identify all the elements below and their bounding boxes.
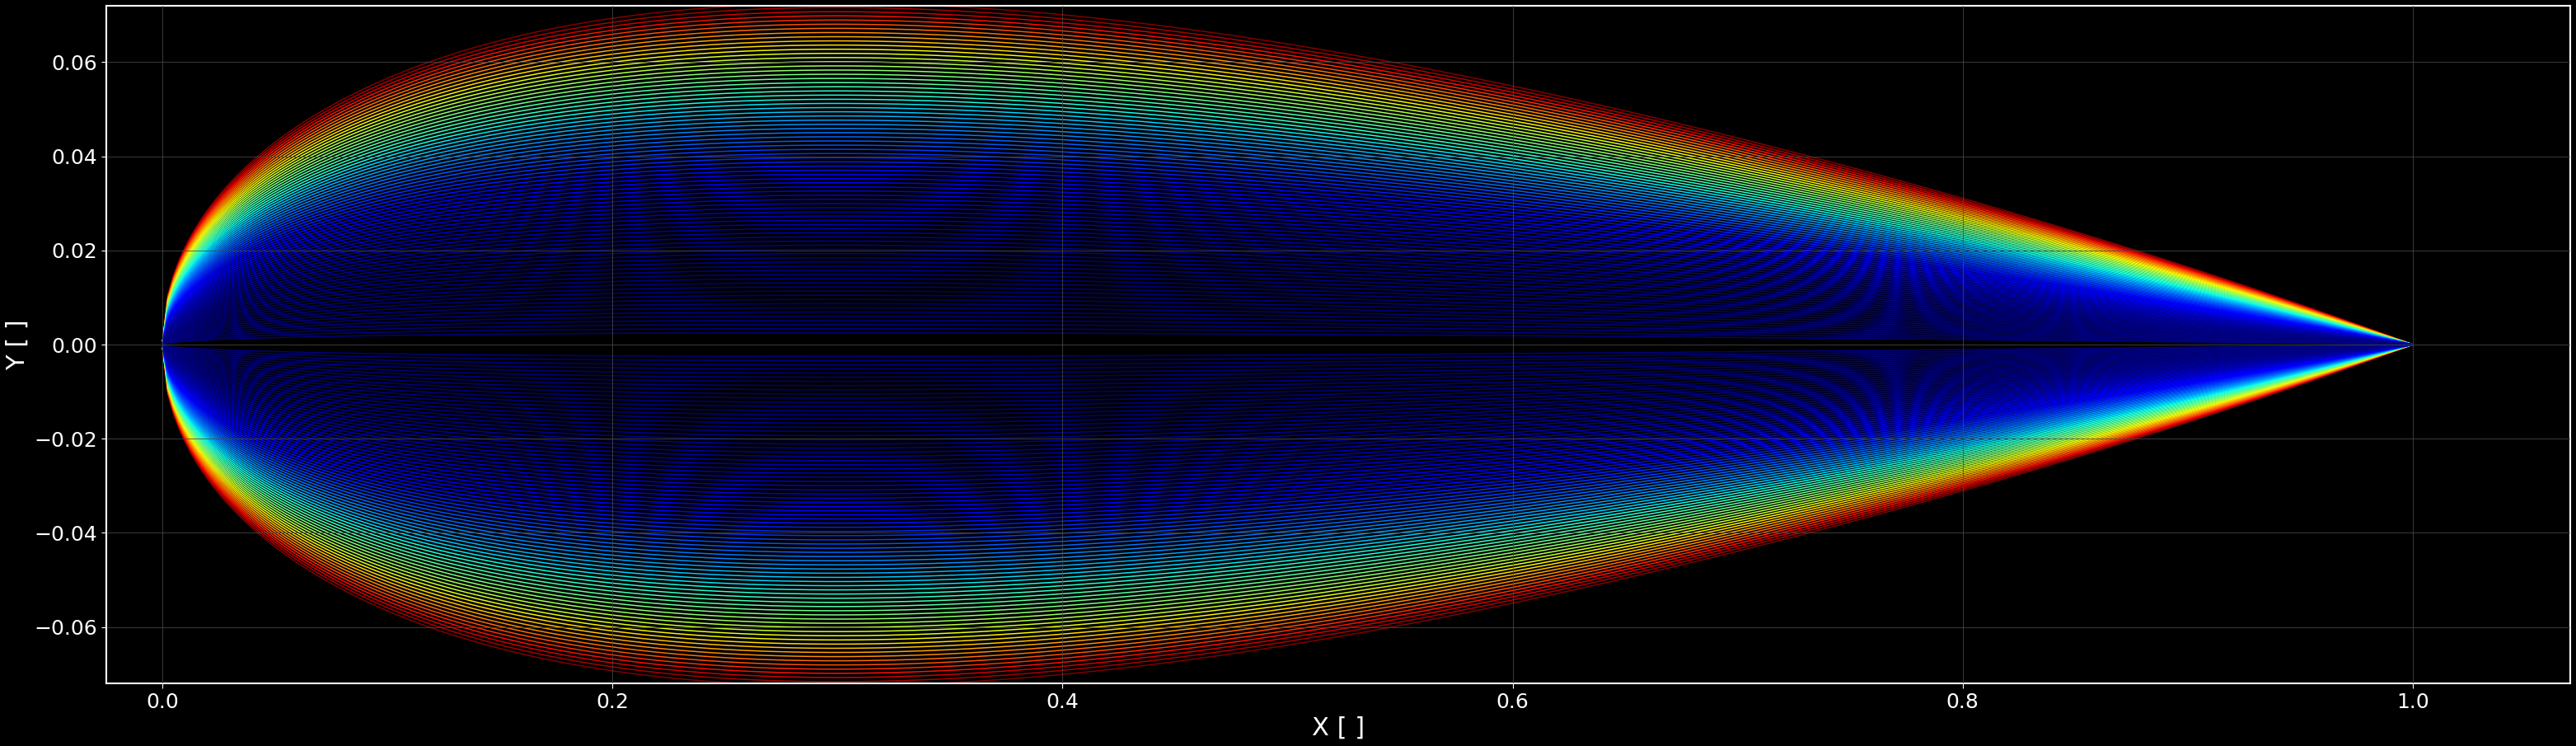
Y-axis label: Y [ ]: Y [ ] xyxy=(5,319,28,370)
X-axis label: X [ ]: X [ ] xyxy=(1311,716,1365,740)
